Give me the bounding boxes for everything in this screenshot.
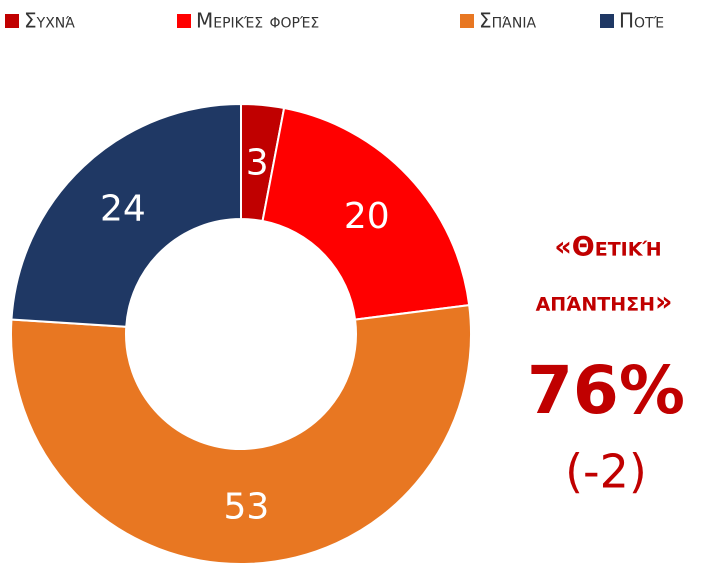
legend-swatch <box>460 14 474 28</box>
legend-label: Συχνά <box>24 9 75 33</box>
annotation-line: «Θετική <box>554 232 661 263</box>
legend-label: Ποτέ <box>619 9 664 33</box>
annotation-line: απάντηση» <box>536 287 673 318</box>
headline: 76% <box>527 352 685 429</box>
slice <box>10 304 472 565</box>
legend-label: Μερικές φορές <box>196 9 319 33</box>
slice-label: 20 <box>344 196 390 237</box>
slice <box>10 102 242 328</box>
legend-swatch <box>177 14 191 28</box>
slice <box>261 106 471 321</box>
legend-swatch <box>5 14 19 28</box>
change: (-2) <box>565 445 647 499</box>
slice-label: 3 <box>246 142 269 183</box>
legend-swatch <box>600 14 614 28</box>
slice-label: 24 <box>100 188 146 229</box>
slice-label: 53 <box>224 486 270 527</box>
legend-label: Σπάνια <box>479 9 536 33</box>
